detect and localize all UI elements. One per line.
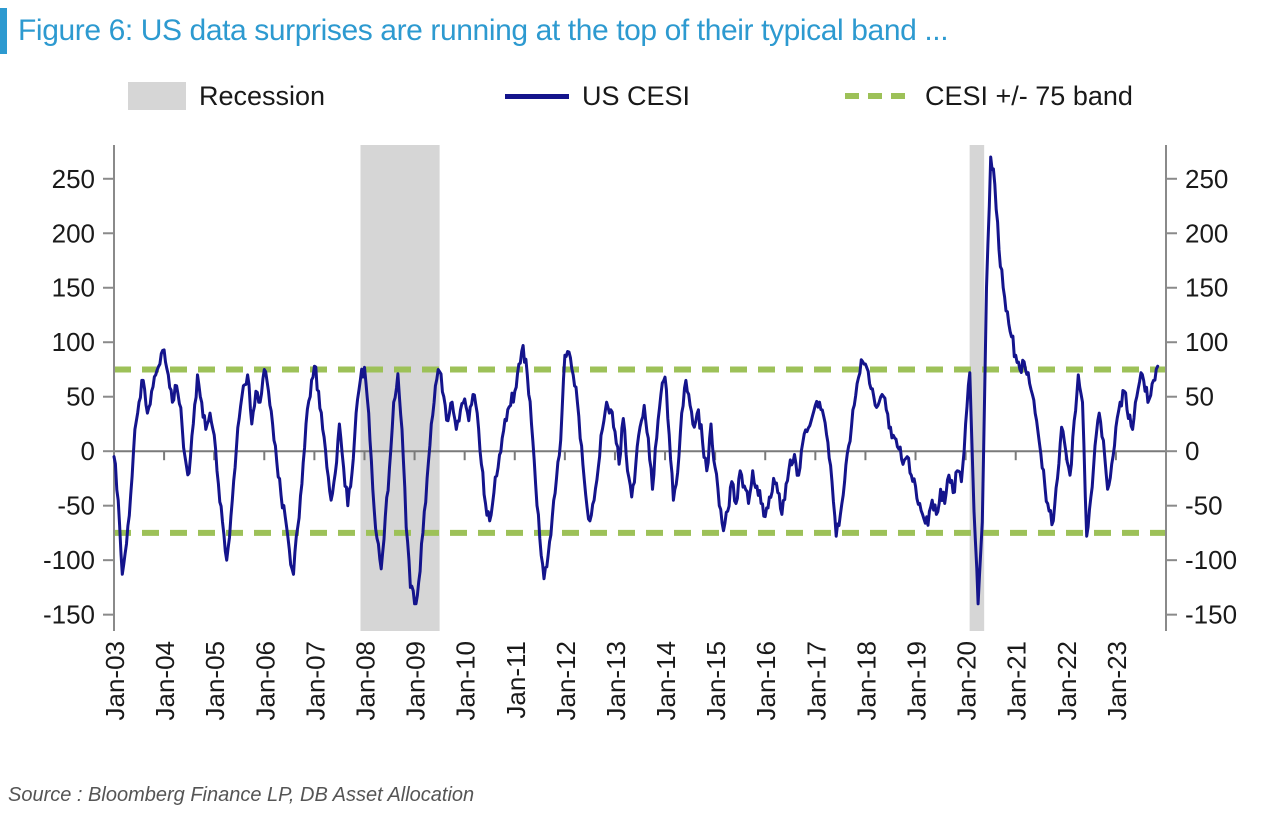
y-tick-label: 150 (1185, 273, 1228, 303)
y-tick-label: 0 (1185, 436, 1199, 466)
x-tick-label: Jan-07 (300, 641, 330, 721)
y-tick-label: -150 (43, 600, 95, 630)
x-tick-label: Jan-12 (551, 641, 581, 721)
source-note: Source : Bloomberg Finance LP, DB Asset … (8, 784, 475, 806)
x-tick-label: Jan-03 (100, 641, 130, 721)
y-tick-label: -50 (1185, 491, 1223, 521)
x-tick-label: Jan-04 (150, 641, 180, 721)
y-tick-label: 100 (1185, 327, 1228, 357)
y-tick-label: -100 (1185, 545, 1237, 575)
us-cesi-swatch (505, 93, 569, 99)
x-tick-label: Jan-16 (751, 641, 781, 721)
x-tick-label: Jan-17 (801, 641, 831, 721)
y-tick-label: 50 (1185, 382, 1214, 412)
y-axis-right: -150 -100 -50 0 50 100 150 200 250 (1165, 145, 1237, 631)
x-tick-label: Jan-18 (851, 641, 881, 721)
legend-label-recession: Recession (199, 80, 326, 111)
y-tick-label: 250 (1185, 164, 1228, 194)
x-axis-labels: Jan-03 Jan-04 Jan-05 Jan-06 Jan-07 Jan-08 Jan-… (100, 641, 1132, 721)
y-tick-label: -50 (57, 491, 95, 521)
cesi-band-lines (114, 366, 1166, 536)
y-tick-label: 0 (81, 436, 95, 466)
x-tick-label: Jan-06 (250, 641, 280, 721)
y-tick-label: 200 (1185, 218, 1228, 248)
legend-label-us-cesi: US CESI (582, 80, 691, 111)
figure-title: Figure 6: US data surprises are running … (18, 14, 949, 47)
x-tick-label: Jan-09 (401, 641, 431, 721)
x-tick-label: Jan-05 (200, 641, 230, 721)
y-tick-label: 50 (66, 382, 95, 412)
cesi-band-swatch (845, 93, 913, 99)
x-tick-label: Jan-08 (350, 641, 380, 721)
legend-item-cesi-band: CESI +/- 75 band (845, 80, 1133, 112)
x-tick-label: Jan-13 (601, 641, 631, 721)
x-tick-label: Jan-10 (451, 641, 481, 721)
y-tick-label: -150 (1185, 600, 1237, 630)
x-tick-label: Jan-19 (902, 641, 932, 721)
y-tick-label: -100 (43, 545, 95, 575)
x-tick-label: Jan-23 (1102, 641, 1132, 721)
x-tick-label: Jan-11 (501, 641, 531, 719)
x-tick-label: Jan-15 (701, 641, 731, 721)
y-tick-label: 100 (52, 327, 95, 357)
zero-axis (113, 450, 1166, 461)
title-accent-bar (0, 8, 7, 54)
y-tick-label: 200 (52, 218, 95, 248)
y-tick-label: 250 (52, 164, 95, 194)
recession-swatch (128, 82, 186, 110)
x-tick-label: Jan-14 (651, 641, 681, 721)
legend-item-recession: Recession (128, 80, 325, 112)
us-cesi-line (112, 155, 1160, 606)
recession-bands (360, 145, 985, 631)
legend-label-cesi-band: CESI +/- 75 band (925, 80, 1133, 111)
y-axis-left: -150 -100 -50 0 50 100 150 200 250 (43, 145, 115, 631)
x-tick-label: Jan-21 (1002, 641, 1032, 721)
x-tick-label: Jan-22 (1052, 641, 1082, 721)
figure-header: Figure 6: US data surprises are running … (0, 8, 949, 54)
us-cesi-series (112, 155, 1160, 606)
x-tick-label: Jan-20 (952, 641, 982, 721)
legend-item-us-cesi: US CESI (505, 80, 690, 112)
y-tick-label: 150 (52, 273, 95, 303)
